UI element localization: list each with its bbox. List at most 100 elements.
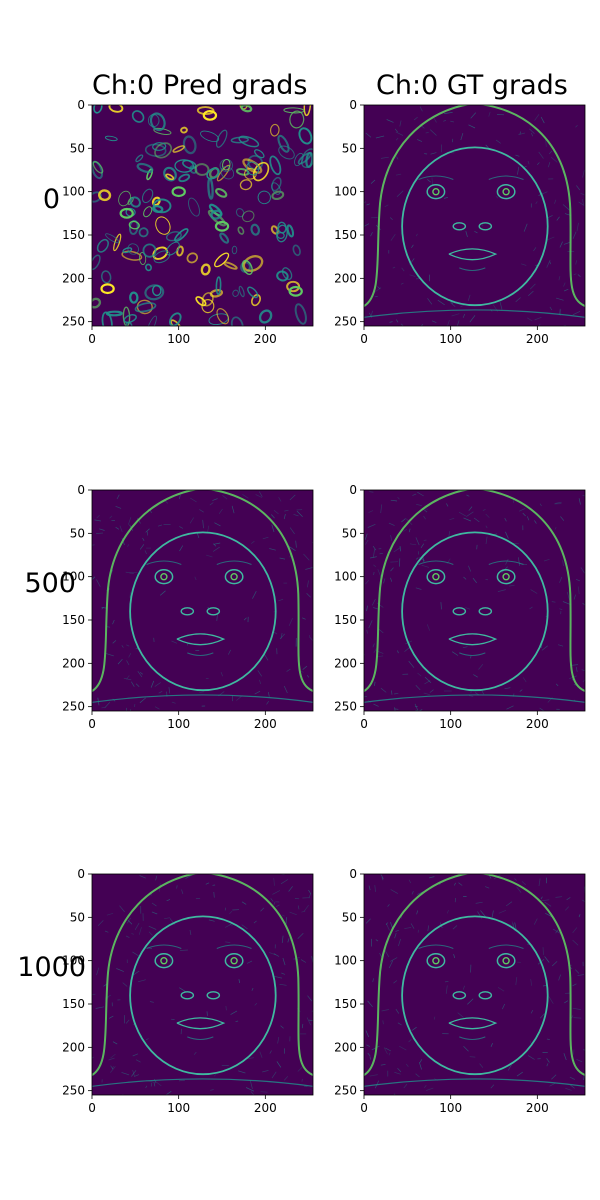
texture-stroke xyxy=(565,1087,572,1091)
texture-stroke xyxy=(380,1064,386,1066)
hood-outline xyxy=(92,490,313,693)
texture-stroke xyxy=(308,889,312,895)
texture-stroke xyxy=(555,501,562,504)
y-tick-label: 150 xyxy=(334,228,357,242)
axes-frame xyxy=(363,489,586,712)
texture-stroke xyxy=(539,503,542,507)
texture-stroke xyxy=(127,919,133,925)
texture-stroke xyxy=(529,128,535,134)
texture-stroke xyxy=(229,910,233,915)
gradient-blob xyxy=(237,226,245,235)
texture-stroke xyxy=(564,1000,569,1004)
texture-stroke xyxy=(365,580,370,585)
texture-stroke xyxy=(573,594,576,600)
texture-stroke xyxy=(555,896,563,898)
texture-stroke xyxy=(381,1009,389,1012)
texture-stroke xyxy=(443,119,447,122)
column-title-pred: Ch:0 Pred grads xyxy=(92,70,308,101)
heatmap-panel-1-1: 0 100 200 0 50 100 150 200 250 xyxy=(334,483,586,731)
texture-stroke xyxy=(370,556,377,559)
texture-stroke xyxy=(96,579,101,587)
texture-stroke xyxy=(482,509,486,511)
gradient-blob xyxy=(251,294,261,307)
texture-stroke xyxy=(119,905,125,913)
texture-stroke xyxy=(193,1051,197,1055)
texture-stroke xyxy=(445,985,448,994)
texture-stroke xyxy=(266,701,269,705)
texture-stroke xyxy=(458,511,467,517)
texture-stroke xyxy=(366,1044,370,1047)
gradient-blob xyxy=(271,182,281,195)
texture-stroke xyxy=(254,690,261,695)
texture-stroke xyxy=(541,899,550,902)
texture-stroke xyxy=(457,1012,464,1018)
texture-stroke xyxy=(384,204,389,208)
texture-stroke xyxy=(462,985,465,990)
face-outline xyxy=(401,146,549,307)
texture-stroke xyxy=(400,282,404,285)
texture-stroke xyxy=(258,491,263,497)
texture-stroke xyxy=(281,914,285,917)
texture-stroke xyxy=(366,629,368,634)
texture-stroke xyxy=(515,297,521,303)
y-tick-label: 0 xyxy=(349,483,357,497)
texture-stroke xyxy=(580,567,585,574)
texture-stroke xyxy=(572,1007,581,1010)
texture-stroke xyxy=(150,1082,153,1087)
texture-stroke xyxy=(401,267,405,272)
plot-area: 0 100 200 0 50 100 150 200 250 xyxy=(334,98,586,346)
gradient-hotspot xyxy=(119,207,134,219)
gradient-blob xyxy=(246,161,260,176)
texture-stroke xyxy=(463,1045,469,1052)
hood-outline xyxy=(364,490,585,693)
texture-stroke xyxy=(284,509,289,512)
texture-stroke xyxy=(535,201,538,205)
texture-stroke xyxy=(414,703,419,711)
texture-stroke xyxy=(307,995,313,1002)
texture-stroke xyxy=(516,886,522,893)
y-tick-label: 100 xyxy=(62,185,85,199)
texture-stroke xyxy=(92,993,96,996)
heatmap-panel-2-1: 0 100 200 0 50 100 150 200 250 xyxy=(334,867,586,1115)
texture-stroke xyxy=(462,646,468,649)
texture-stroke xyxy=(572,927,578,934)
texture-stroke xyxy=(485,536,488,545)
texture-stroke xyxy=(450,302,456,307)
texture-stroke xyxy=(507,1064,512,1071)
texture-stroke xyxy=(404,927,412,929)
texture-stroke xyxy=(269,952,276,956)
gradient-blob xyxy=(178,173,191,183)
hood-outline xyxy=(364,874,585,1077)
texture-stroke xyxy=(128,653,132,658)
texture-stroke xyxy=(367,523,376,528)
gradient-blob xyxy=(127,243,139,255)
texture-stroke xyxy=(578,498,581,505)
y-tick-label: 50 xyxy=(342,141,357,155)
texture-stroke xyxy=(573,1017,582,1019)
gradient-blob xyxy=(214,252,230,268)
texture-stroke xyxy=(408,528,411,533)
texture-stroke xyxy=(260,907,265,912)
brow-contour xyxy=(488,944,524,949)
texture-stroke xyxy=(394,707,396,711)
texture-stroke xyxy=(505,901,513,907)
y-tick-label: 200 xyxy=(334,271,357,285)
texture-stroke xyxy=(210,1089,214,1091)
texture-stroke xyxy=(480,910,487,918)
texture-stroke xyxy=(516,1071,523,1077)
eye-contour xyxy=(426,569,446,585)
gradient-blob xyxy=(206,167,220,180)
gradient-blob xyxy=(172,145,185,153)
texture-stroke xyxy=(546,1063,549,1067)
texture-stroke xyxy=(527,317,533,322)
y-tick-label: 100 xyxy=(334,570,357,584)
texture-stroke xyxy=(411,244,414,248)
gradient-blob xyxy=(141,188,154,204)
texture-stroke xyxy=(194,576,197,581)
gradient-blob xyxy=(143,206,153,218)
y-tick-label: 0 xyxy=(349,98,357,112)
texture-stroke xyxy=(289,546,296,551)
texture-stroke xyxy=(293,514,299,517)
gradient-blob xyxy=(146,315,157,326)
texture-stroke xyxy=(366,203,370,206)
